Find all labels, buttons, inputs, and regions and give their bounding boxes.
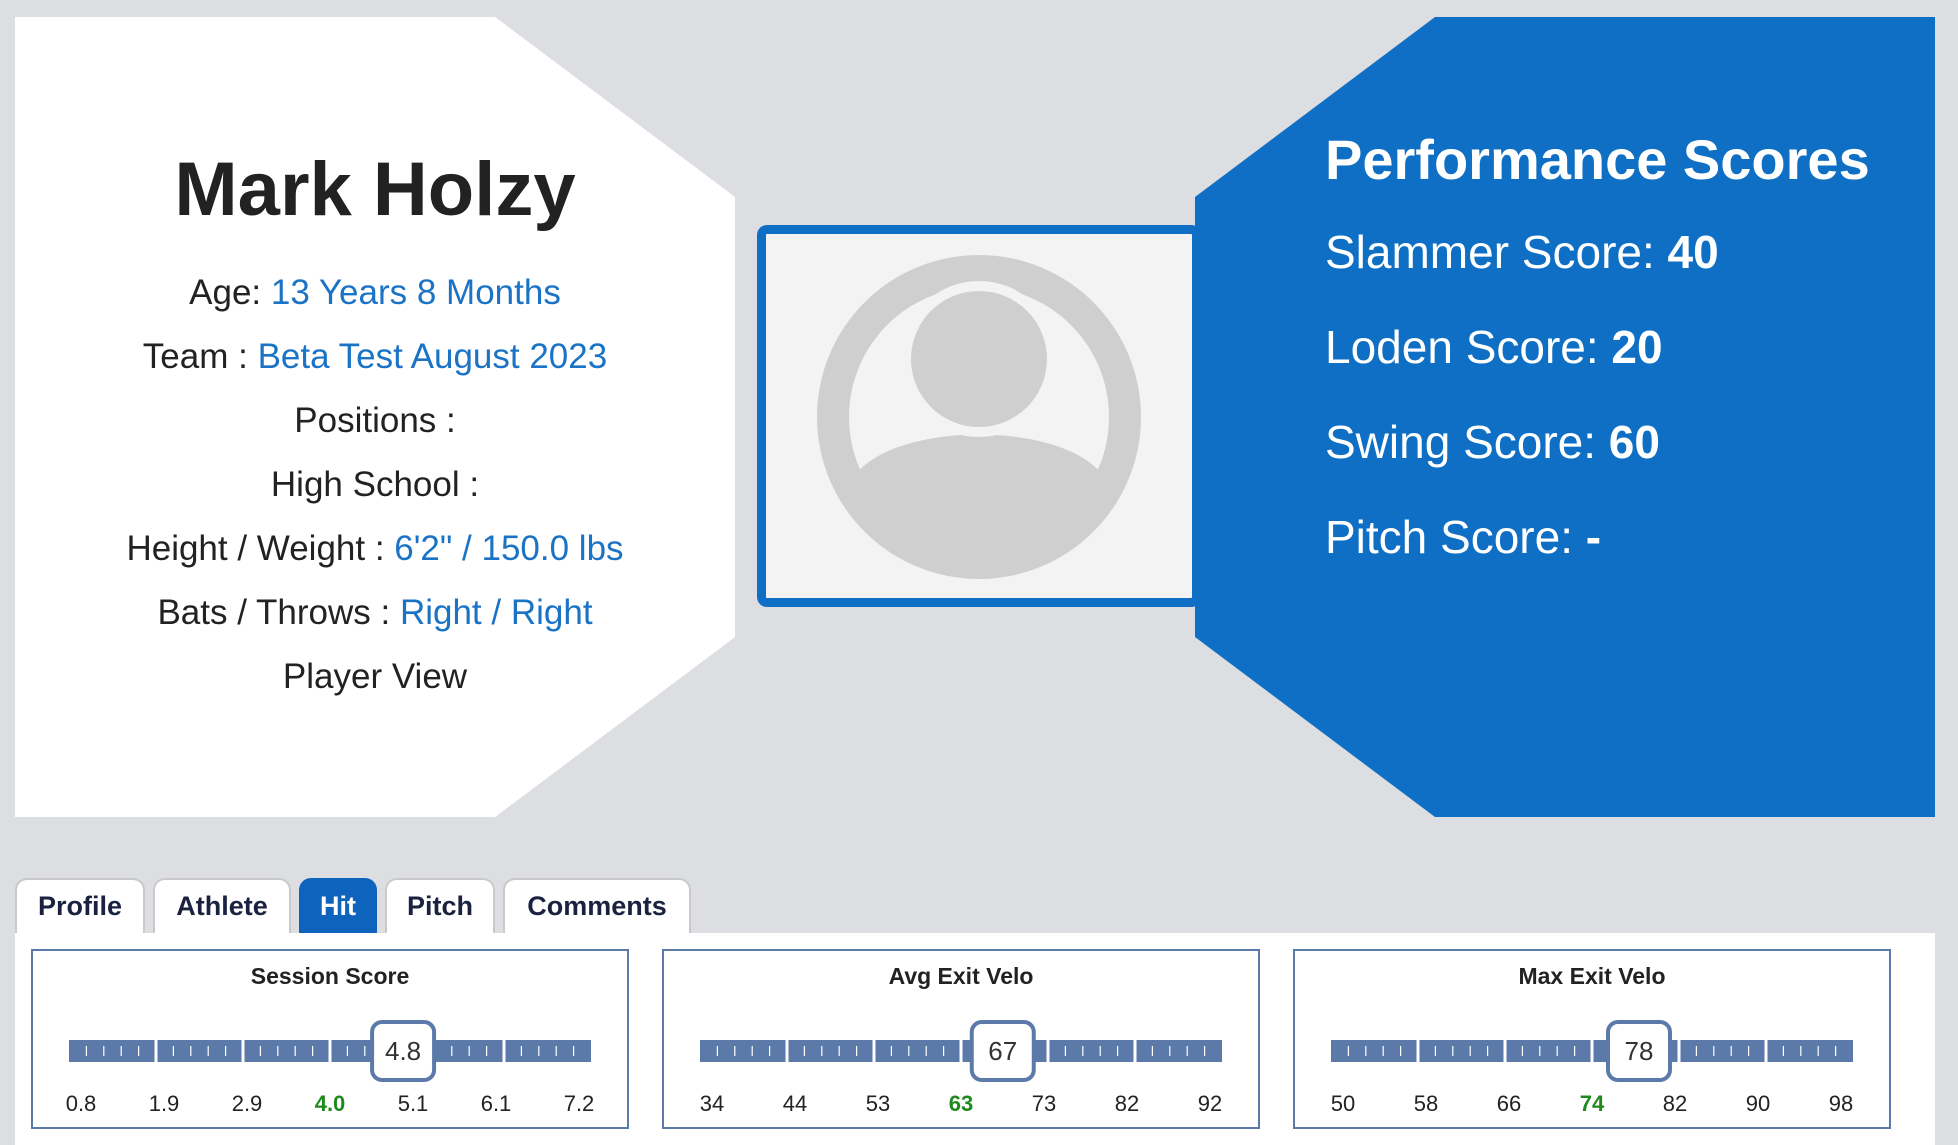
gauge-value-marker xyxy=(1605,1020,1672,1082)
tab-profile[interactable]: Profile xyxy=(15,878,145,933)
avatar-frame xyxy=(757,225,1201,607)
gauge-tick-label: 58 xyxy=(1414,1091,1438,1116)
team-row: Team : Beta Test August 2023 xyxy=(15,339,735,374)
loden-score-row: Loden Score: 20 xyxy=(1325,320,1663,374)
max-exit-velo-card: Max Exit Velo 50 58 66 74 82 90 98 78 xyxy=(1293,949,1891,1129)
gauge-tick-label: 5.1 xyxy=(398,1091,429,1116)
gauge-tick-label: 7.2 xyxy=(564,1091,595,1116)
avg-exit-velo-card: Avg Exit Velo 34 44 53 63 73 82 92 67 xyxy=(662,949,1260,1129)
high-school-label: High School : xyxy=(270,465,480,504)
slammer-score-row: Slammer Score: 40 xyxy=(1325,225,1719,279)
tab-hit[interactable]: Hit xyxy=(299,878,377,933)
player-name: Mark Holzy xyxy=(174,147,576,232)
tab-comments[interactable]: Comments xyxy=(503,878,691,933)
gauge-tick-label: 4.0 xyxy=(315,1091,346,1116)
gauge-tick-label: 66 xyxy=(1497,1091,1521,1116)
gauge-tick-label: 1.9 xyxy=(149,1091,180,1116)
gauge-tick-label: 73 xyxy=(1032,1091,1056,1116)
gauge-tick-label: 50 xyxy=(1331,1091,1355,1116)
session-score-gauge: 0.8 1.9 2.9 4.0 5.1 6.1 7.2 4.8 xyxy=(66,1020,595,1116)
max-exit-velo-gauge: 50 58 66 74 82 90 98 78 xyxy=(1331,1020,1853,1116)
team-value[interactable]: Beta Test August 2023 xyxy=(257,337,608,376)
hero-background xyxy=(15,17,1935,817)
pitch-score-value: - xyxy=(1585,511,1602,563)
age-row: Age: 13 Years 8 Months xyxy=(15,275,735,310)
swing-score-label: Swing Score: xyxy=(1325,416,1609,468)
hit-metrics-panel: Session Score 0.8 1.9 2.9 4.0 5.1 6.1 7.2 4.8 A… xyxy=(15,933,1935,1145)
gauge-tick-label: 0.8 xyxy=(66,1091,97,1116)
age-label: Age: xyxy=(189,273,271,312)
gauge-value-marker xyxy=(370,1020,437,1082)
loden-score-value: 20 xyxy=(1611,321,1663,373)
gauge-tick-label: 74 xyxy=(1580,1091,1605,1116)
gauge-value-label: 4.8 xyxy=(385,1036,421,1066)
gauge-tick-label: 6.1 xyxy=(481,1091,512,1116)
gauge-value-label: 78 xyxy=(1625,1036,1654,1066)
slammer-score-label: Slammer Score: xyxy=(1325,226,1668,278)
metric-title: Avg Exit Velo xyxy=(888,963,1034,989)
swing-score-value: 60 xyxy=(1608,416,1660,468)
positions-row: Positions : xyxy=(15,403,735,438)
team-label: Team : xyxy=(142,337,258,376)
player-view-label: Player View xyxy=(282,657,468,696)
gauge-tick-label: 82 xyxy=(1663,1091,1687,1116)
gauge-tick-label: 53 xyxy=(866,1091,890,1116)
swing-score-row: Swing Score: 60 xyxy=(1325,415,1660,469)
gauge-tick-label: 92 xyxy=(1198,1091,1222,1116)
tab-pitch[interactable]: Pitch xyxy=(385,878,495,933)
gauge-tick-label: 82 xyxy=(1115,1091,1139,1116)
metric-title: Session Score xyxy=(250,963,410,989)
bats-throws-value: Right / Right xyxy=(399,593,593,632)
bats-throws-label: Bats / Throws : xyxy=(157,593,400,632)
gauge-value-marker xyxy=(969,1020,1036,1082)
gauge-tick-label: 2.9 xyxy=(232,1091,263,1116)
tab-bar: Profile Athlete Hit Pitch Comments xyxy=(15,878,691,933)
pitch-score-row: Pitch Score: - xyxy=(1325,510,1601,564)
pitch-score-label: Pitch Score: xyxy=(1325,511,1586,563)
gauge-tick-label: 98 xyxy=(1829,1091,1853,1116)
gauge-tick-label: 34 xyxy=(700,1091,724,1116)
gauge-tick-label: 44 xyxy=(783,1091,807,1116)
gauge-value-label: 67 xyxy=(988,1036,1017,1066)
loden-score-label: Loden Score: xyxy=(1325,321,1612,373)
metric-title: Max Exit Velo xyxy=(1518,963,1666,989)
gauge-tick-label: 90 xyxy=(1746,1091,1770,1116)
height-weight-row: Height / Weight : 6'2" / 150.0 lbs xyxy=(15,531,735,566)
user-avatar-icon xyxy=(817,255,1141,579)
performance-scores-title: Performance Scores xyxy=(1325,128,1870,191)
player-hero-card: Mark Holzy Age: 13 Years 8 Months Team :… xyxy=(15,17,1935,817)
avg-exit-velo-gauge: 34 44 53 63 73 82 92 67 xyxy=(700,1020,1222,1116)
height-weight-value: 6'2" / 150.0 lbs xyxy=(394,529,624,568)
player-info-panel: Mark Holzy Age: 13 Years 8 Months Team :… xyxy=(15,17,735,817)
tab-athlete[interactable]: Athlete xyxy=(153,878,291,933)
bats-throws-row: Bats / Throws : Right / Right xyxy=(15,595,735,630)
age-value: 13 Years 8 Months xyxy=(270,273,561,312)
positions-label: Positions : xyxy=(294,401,456,440)
performance-scores-panel: Performance Scores Slammer Score: 40 Lod… xyxy=(1325,17,1925,817)
session-score-card: Session Score 0.8 1.9 2.9 4.0 5.1 6.1 7.2 4.8 xyxy=(31,949,629,1129)
slammer-score-value: 40 xyxy=(1667,226,1719,278)
high-school-row: High School : xyxy=(15,467,735,502)
height-weight-label: Height / Weight : xyxy=(126,529,395,568)
gauge-tick-label: 63 xyxy=(949,1091,973,1116)
